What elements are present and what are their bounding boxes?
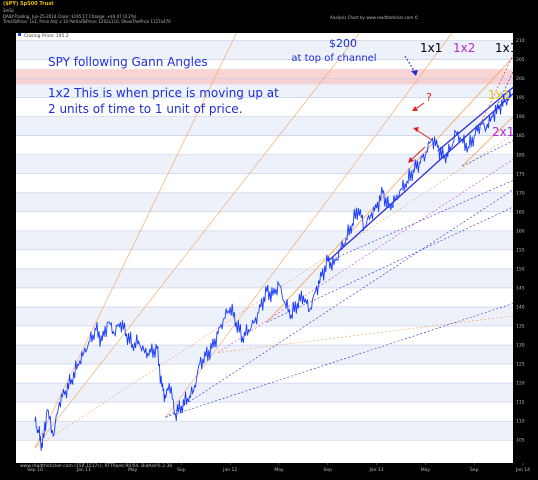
y-tick-label: 200 — [516, 76, 525, 82]
arrow-red-upper-head — [408, 157, 414, 163]
x-tick-label: Sep — [177, 467, 186, 473]
y-tick-label: 120 — [516, 381, 525, 387]
price-band — [16, 345, 513, 365]
x-tick-label: Sep 10 — [27, 467, 43, 473]
annotation-1x2-line2: 2 units of time to 1 unit of price. — [48, 102, 243, 116]
y-tick-label: 150 — [516, 266, 525, 272]
x-tick-label: May — [421, 467, 431, 473]
x-tick-label: Sep — [324, 467, 333, 473]
y-tick-label: 165 — [516, 209, 525, 215]
gann-line-1x1-orange-mid — [165, 33, 453, 418]
price-band — [16, 268, 513, 288]
gann-params-line1: TimeToPrice: 1x1, Price Adj: x 10 Partia… — [3, 19, 171, 24]
y-tick-label: 180 — [516, 152, 525, 158]
price-band — [16, 192, 513, 212]
x-tick-label: May — [128, 467, 138, 473]
gann-line-2x1-magenta — [217, 159, 513, 353]
gann-line-1x2-orange — [34, 33, 237, 448]
gann-line-4x1-blue — [165, 303, 513, 418]
analysis-credit: Analysis Chart by www.readtheticker.com … — [330, 15, 419, 20]
price-band — [16, 230, 513, 250]
y-tick-label: 125 — [516, 362, 525, 368]
y-tick-label: 160 — [516, 228, 525, 234]
gann-line-1x1-blue-main — [327, 92, 513, 262]
gann-line-1x1-orange — [34, 33, 360, 448]
arrow-200-head — [411, 70, 418, 76]
resistance-band — [16, 69, 513, 85]
annotation-1x2-line1: 1x2 This is when price is moving up at — [48, 86, 279, 100]
y-tick-label: 130 — [516, 343, 525, 349]
y-tick-label: 105 — [516, 438, 525, 444]
symbol-title[interactable]: ($PY) Sp500 Trust — [3, 1, 54, 7]
y-tick-label: 135 — [516, 324, 525, 330]
x-tick-label: Jan 13 — [369, 467, 384, 473]
gann-line-2x1-blue-main — [327, 180, 513, 262]
chart-title: SPY following Gann Angles — [48, 55, 208, 69]
y-tick-label: 205 — [516, 57, 525, 63]
x-tick-label: Jan 11 — [76, 467, 91, 473]
gann-label-1x2: 1x2 — [453, 41, 475, 55]
y-tick-label: 195 — [516, 95, 525, 101]
y-tick-label: 110 — [516, 419, 525, 425]
y-tick-label: 185 — [516, 133, 525, 139]
exchange-label: SmSc — [3, 8, 15, 13]
chart-header: ($PY) Sp500 Trust SmSc DAILY-Trading, Ju… — [0, 0, 538, 33]
annotation-200: $200 — [329, 37, 357, 50]
y-tick-label: 140 — [516, 304, 525, 310]
x-tick-label: May — [274, 467, 284, 473]
gann-line-flat-orange — [217, 315, 513, 353]
footer-text: www.readtheticker.com (150.1517c), RTTRa… — [20, 463, 172, 469]
gann-label-1x1-right: 1x1 — [495, 41, 517, 55]
quote-info: DAILY-Trading, Jun-25-2014 Close: $195.1… — [3, 14, 137, 19]
gann-line-1x1-orange-lower — [266, 56, 513, 323]
x-tick-label: Jan 12 — [222, 467, 237, 473]
price-band — [16, 421, 513, 441]
y-tick-label: 155 — [516, 247, 525, 253]
gann-line-2x1-blue — [165, 189, 513, 418]
price-band — [16, 40, 513, 60]
gann-label-2x1: 2x1 — [492, 125, 514, 139]
legend-label: Closing Price: 195.2 — [24, 33, 69, 39]
price-series-line — [34, 90, 512, 451]
arrow-red-lower — [414, 128, 433, 141]
gann-label-1x1-left: 1x1 — [420, 41, 442, 55]
arrow-question-head — [412, 106, 418, 111]
y-tick-label: 115 — [516, 400, 525, 406]
annotation-question: ? — [426, 91, 432, 104]
legend-swatch — [18, 33, 21, 36]
price-band — [16, 383, 513, 403]
price-band — [16, 306, 513, 327]
arrow-red-upper — [409, 146, 426, 162]
annotation-top-channel: at top of channel — [291, 53, 376, 64]
arrow-red-lower-head — [413, 127, 419, 132]
x-tick-label: Jan 14 — [515, 467, 530, 473]
x-tick-label: Sep — [470, 467, 479, 473]
y-tick-label: 175 — [516, 171, 525, 177]
y-tick-label: 145 — [516, 285, 525, 291]
y-tick-label: 170 — [516, 190, 525, 196]
price-band — [16, 154, 513, 174]
gann-label-1x1-yellow: 1x1 — [488, 88, 510, 102]
price-band — [16, 116, 513, 136]
gann-line-2x1-blue-lower — [266, 206, 513, 323]
y-tick-label: 210 — [516, 38, 525, 44]
y-tick-label: 190 — [516, 114, 525, 120]
gann-line-1x1-blue-upper — [437, 86, 513, 152]
gann-line-1x1-orange-upper — [461, 116, 513, 167]
